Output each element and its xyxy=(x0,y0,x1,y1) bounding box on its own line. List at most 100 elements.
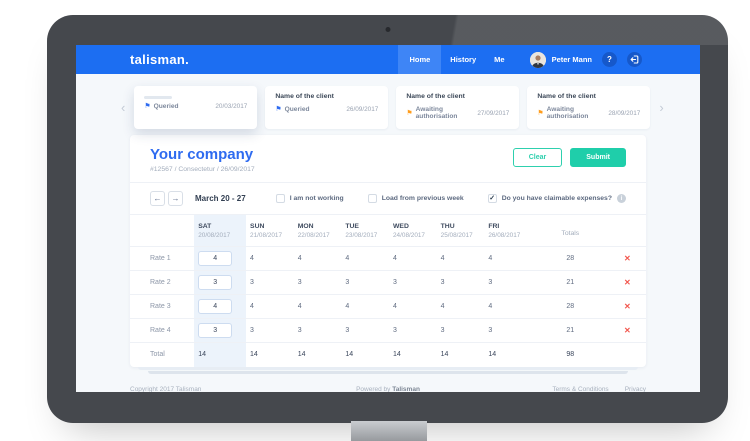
hours-input[interactable] xyxy=(198,251,233,266)
flag-icon: ⚑ xyxy=(406,109,413,117)
timesheet-card-selected[interactable]: ⚑ Queried 20/03/2017 xyxy=(134,86,258,129)
total-cell: 14 xyxy=(194,342,247,367)
load-previous-week-checkbox[interactable]: Load from previous week xyxy=(367,194,464,203)
panel-header: Your company #12567 / Consectetur / 26/0… xyxy=(130,135,646,183)
hours-cell[interactable]: 3 xyxy=(250,279,254,286)
privacy-link[interactable]: Privacy xyxy=(624,385,646,393)
terms-link[interactable]: Terms & Conditions xyxy=(552,385,609,393)
carousel-prev-icon[interactable]: ‹ xyxy=(121,100,126,115)
card-client: Name of the client xyxy=(275,93,334,100)
hours-cell[interactable]: 4 xyxy=(345,255,350,262)
user-name: Peter Mann xyxy=(551,55,592,64)
claimable-expenses-checkbox[interactable]: ✓ Do you have claimable expenses? i xyxy=(487,194,626,203)
prev-week-button[interactable]: ← xyxy=(150,191,165,206)
hours-cell[interactable]: 4 xyxy=(393,303,397,310)
client-name-placeholder xyxy=(144,96,173,99)
column-header-thu: THU 25/08/2017 xyxy=(440,223,473,239)
hours-cell[interactable]: 3 xyxy=(250,327,254,334)
hours-cell[interactable]: 3 xyxy=(297,279,302,286)
card-client: Name of the client xyxy=(406,93,465,100)
carousel-next-icon[interactable]: › xyxy=(659,100,664,115)
card-status: Awaiting authorisation xyxy=(415,106,458,120)
row-total: 21 xyxy=(566,279,575,286)
page-title: Your company xyxy=(150,146,254,163)
stacked-sheet-edge xyxy=(148,370,628,374)
row-label: Rate 3 xyxy=(150,303,171,310)
hours-cell[interactable]: 3 xyxy=(345,279,350,286)
hours-input[interactable] xyxy=(198,275,233,290)
delete-row-icon[interactable]: ✕ xyxy=(623,278,631,287)
total-cell: 14 xyxy=(345,351,354,359)
card-status: Awaiting authorisation xyxy=(546,106,589,120)
row-label: Rate 1 xyxy=(150,255,171,262)
column-header-sat: SAT 20/08/2017 xyxy=(194,215,247,247)
nav-me[interactable]: Me xyxy=(494,55,505,64)
checkbox-label: Load from previous week xyxy=(381,195,464,202)
row-total: 28 xyxy=(566,303,575,310)
grand-total: 98 xyxy=(566,351,575,359)
card-date: 26/09/2017 xyxy=(346,106,379,113)
info-icon[interactable]: i xyxy=(617,194,626,203)
hours-cell[interactable]: 4 xyxy=(440,303,445,310)
hours-cell[interactable]: 4 xyxy=(488,303,493,310)
hours-cell[interactable]: 3 xyxy=(393,327,397,334)
hours-cell[interactable]: 3 xyxy=(393,279,397,286)
app-footer: Copyright 2017 Talisman Powered by Talis… xyxy=(76,386,700,393)
total-cell: 14 xyxy=(393,351,401,359)
hours-cell[interactable]: 3 xyxy=(297,327,302,334)
hours-cell[interactable]: 4 xyxy=(345,303,350,310)
table-row-rate1: Rate 1 4 4 4 4 4 4 28 ✕ xyxy=(130,246,646,271)
logout-icon[interactable] xyxy=(627,52,642,67)
delete-row-icon[interactable]: ✕ xyxy=(623,302,631,311)
timesheet-panel: Your company #12567 / Consectetur / 26/0… xyxy=(130,135,646,367)
card-client: Name of the client xyxy=(537,93,596,100)
table-row-rate3: Rate 3 4 4 4 4 4 4 28 ✕ xyxy=(130,294,646,319)
checkbox-unchecked[interactable] xyxy=(367,194,377,203)
hours-cell[interactable]: 3 xyxy=(488,327,493,334)
total-cell: 14 xyxy=(488,351,497,359)
table-row-rate4: Rate 4 3 3 3 3 3 3 21 ✕ xyxy=(130,318,646,343)
hours-cell[interactable]: 3 xyxy=(440,327,445,334)
logout-glyph xyxy=(630,55,639,64)
hours-cell[interactable]: 4 xyxy=(440,255,445,262)
column-header-fri: FRI 26/08/2017 xyxy=(488,223,521,239)
hours-cell[interactable]: 4 xyxy=(488,255,493,262)
delete-row-icon[interactable]: ✕ xyxy=(623,326,631,335)
table-row-rate2: Rate 2 3 3 3 3 3 3 21 ✕ xyxy=(130,270,646,295)
monitor-stand xyxy=(351,421,427,441)
submit-button[interactable]: Submit xyxy=(570,148,626,167)
hours-cell[interactable]: 4 xyxy=(297,255,302,262)
timesheet-card[interactable]: Name of the client ⚑ Queried 26/09/2017 xyxy=(265,86,389,129)
hours-cell[interactable]: 4 xyxy=(297,303,302,310)
card-status: Queried xyxy=(153,103,179,110)
hours-cell[interactable]: 4 xyxy=(393,255,397,262)
next-week-button[interactable]: → xyxy=(168,191,183,206)
nav-history[interactable]: History xyxy=(450,55,477,64)
total-cell: 14 xyxy=(250,351,258,359)
hours-cell[interactable]: 3 xyxy=(440,279,445,286)
hours-input[interactable] xyxy=(198,323,233,338)
hours-cell[interactable]: 3 xyxy=(345,327,350,334)
week-navigation: ← → March 20 - 27 I am not working Load … xyxy=(130,183,646,215)
hours-cell[interactable]: 4 xyxy=(250,255,254,262)
avatar[interactable] xyxy=(529,51,546,68)
not-working-checkbox[interactable]: I am not working xyxy=(275,194,344,203)
card-status: Queried xyxy=(284,106,310,113)
hours-input[interactable] xyxy=(198,299,233,314)
timesheet-card[interactable]: Name of the client ⚑ Awaiting authorisat… xyxy=(396,86,520,129)
clear-button[interactable]: Clear xyxy=(512,148,563,167)
total-cell: 14 xyxy=(440,351,449,359)
nav-home[interactable]: Home xyxy=(398,45,442,74)
hours-cell[interactable]: 4 xyxy=(250,303,254,310)
help-icon[interactable]: ? xyxy=(602,52,617,67)
app-logo: talisman. xyxy=(130,52,190,67)
total-cell: 14 xyxy=(297,351,306,359)
hours-cell[interactable]: 3 xyxy=(488,279,493,286)
column-header-totals: Totals xyxy=(561,230,580,237)
main-nav: Home History Me xyxy=(398,45,513,74)
flag-icon: ⚑ xyxy=(144,103,151,110)
checkbox-checked[interactable]: ✓ xyxy=(487,194,497,203)
checkbox-unchecked[interactable] xyxy=(275,194,285,203)
delete-row-icon[interactable]: ✕ xyxy=(623,254,631,263)
timesheet-card[interactable]: Name of the client ⚑ Awaiting authorisat… xyxy=(527,86,651,129)
